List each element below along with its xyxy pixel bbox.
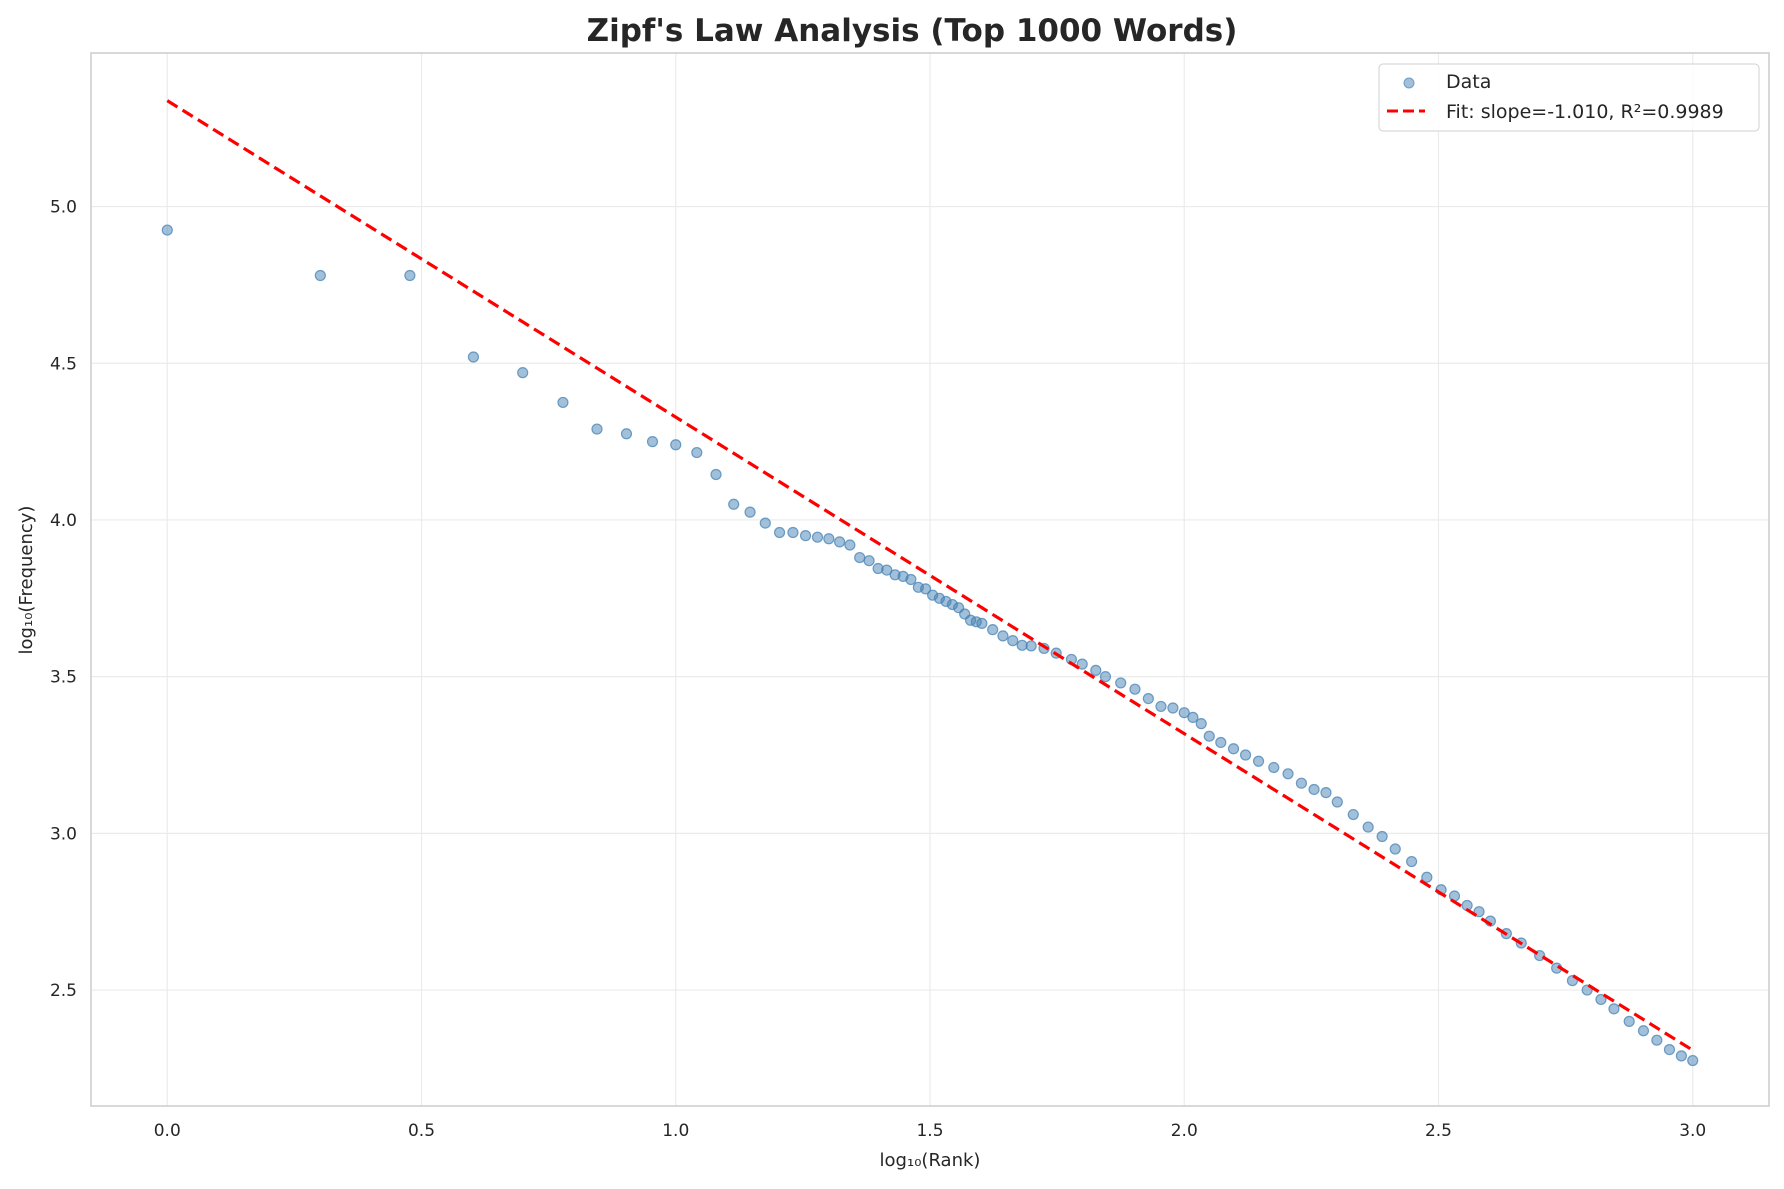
data-point xyxy=(1155,700,1167,713)
data-point xyxy=(863,555,875,567)
data-point xyxy=(1203,730,1215,742)
x-tick-label: 1.0 xyxy=(662,1121,689,1141)
data-point xyxy=(997,630,1009,642)
data-point xyxy=(1239,749,1252,761)
data-point xyxy=(1331,796,1343,808)
data-point xyxy=(1099,671,1112,683)
data-point xyxy=(759,517,771,529)
data-point xyxy=(670,439,682,451)
y-axis-label: log₁₀(Frequency) xyxy=(16,506,37,655)
data-point xyxy=(1129,683,1141,695)
data-point xyxy=(557,396,569,409)
data-point xyxy=(1025,640,1037,652)
data-point xyxy=(787,526,799,539)
data-point xyxy=(1406,855,1418,868)
legend-fit-label: Fit: slope=-1.010, R²=0.9989 xyxy=(1446,101,1724,123)
data-point xyxy=(1090,664,1102,676)
data-point xyxy=(1252,755,1265,767)
data-point xyxy=(1142,692,1154,705)
data-point xyxy=(691,446,703,459)
legend: Data Fit: slope=-1.010, R²=0.9989 xyxy=(1378,63,1760,132)
x-axis-label: log₁₀(Rank) xyxy=(880,1150,981,1171)
axes-frame xyxy=(90,52,1770,1107)
legend-data-label: Data xyxy=(1446,71,1491,93)
data-point xyxy=(591,423,603,435)
x-tick-label: 1.5 xyxy=(916,1121,943,1141)
fit-line-layer xyxy=(166,99,1694,1052)
data-point xyxy=(710,468,722,481)
data-point xyxy=(1687,1054,1699,1067)
data-point xyxy=(1347,808,1359,821)
y-tick-label: 4.5 xyxy=(50,354,77,374)
data-point xyxy=(834,536,846,548)
data-point xyxy=(646,436,659,448)
data-point xyxy=(854,551,866,564)
data-point xyxy=(1663,1043,1676,1056)
fit-line xyxy=(166,99,1694,1052)
data-point xyxy=(1637,1025,1650,1037)
y-tick-label: 3.5 xyxy=(50,668,77,688)
data-point xyxy=(920,583,932,595)
data-point xyxy=(161,224,173,236)
data-point xyxy=(844,539,856,551)
data-point xyxy=(1295,777,1308,789)
data-point xyxy=(314,269,326,282)
x-tick-label: 2.5 xyxy=(1425,1121,1452,1141)
y-tick-label: 2.5 xyxy=(50,981,77,1001)
data-point xyxy=(1007,635,1019,647)
data-point xyxy=(1115,677,1127,689)
data-point xyxy=(823,533,835,545)
data-point xyxy=(404,269,416,282)
data-point xyxy=(517,367,529,379)
data-point xyxy=(1320,787,1332,799)
data-point xyxy=(1421,871,1433,883)
data-point xyxy=(1595,993,1607,1006)
grid xyxy=(91,53,1769,1106)
y-tick-label: 4.0 xyxy=(50,511,77,531)
data-point xyxy=(1675,1050,1688,1062)
data-point xyxy=(1076,658,1088,670)
data-point xyxy=(987,624,999,636)
x-tick-label: 2.0 xyxy=(1171,1121,1198,1141)
x-tick-label: 0.5 xyxy=(408,1121,435,1141)
y-tick-label: 3.0 xyxy=(50,824,77,844)
data-point xyxy=(881,564,893,576)
data-point xyxy=(799,530,812,542)
legend-data-marker xyxy=(1403,77,1415,89)
data-point xyxy=(1227,743,1240,755)
x-tick-label: 0.0 xyxy=(154,1121,181,1141)
data-point xyxy=(811,531,824,543)
legend-box xyxy=(1378,63,1760,132)
x-ticks: 0.0 0.5 1.0 1.5 2.0 2.5 3.0 xyxy=(154,1121,1707,1141)
x-tick-label: 3.0 xyxy=(1679,1121,1706,1141)
data-point xyxy=(1268,761,1280,774)
chart-title: Zipf's Law Analysis (Top 1000 Words) xyxy=(587,13,1238,49)
data-point xyxy=(1376,830,1388,843)
y-ticks: 2.5 3.0 3.5 4.0 4.5 5.0 xyxy=(50,198,77,1001)
data-point xyxy=(467,351,480,363)
data-point xyxy=(1651,1034,1663,1046)
data-point xyxy=(1623,1015,1635,1027)
y-tick-label: 5.0 xyxy=(50,198,77,218)
data-point xyxy=(620,428,633,440)
data-point xyxy=(1362,821,1374,833)
data-point xyxy=(905,573,917,586)
data-point xyxy=(744,506,756,518)
data-point xyxy=(1195,718,1207,730)
data-point xyxy=(1608,1003,1620,1015)
data-point xyxy=(1187,711,1199,723)
data-point xyxy=(1308,783,1320,796)
data-point xyxy=(1178,707,1190,719)
data-point xyxy=(1282,768,1294,780)
data-point xyxy=(728,498,740,510)
data-point xyxy=(1167,702,1179,714)
data-point xyxy=(976,617,988,629)
data-point xyxy=(1215,736,1227,749)
data-point xyxy=(773,526,786,539)
data-point xyxy=(1389,843,1401,855)
